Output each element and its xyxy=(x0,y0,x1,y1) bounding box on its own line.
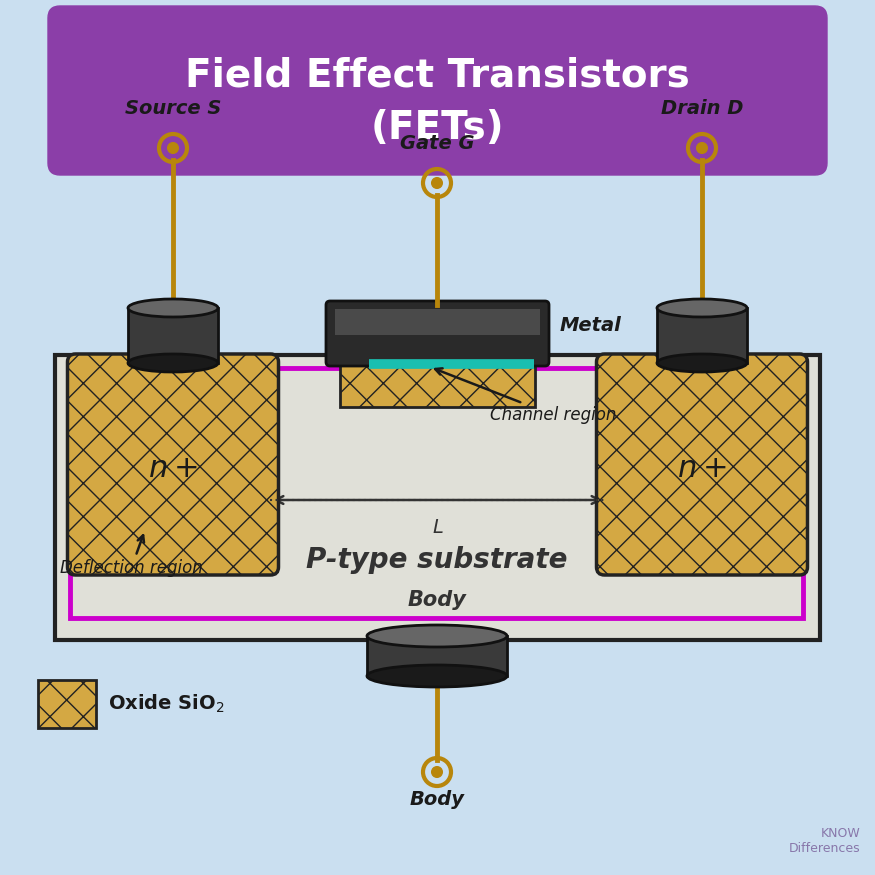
Circle shape xyxy=(696,143,707,153)
Bar xyxy=(335,309,540,334)
Text: P-type substrate: P-type substrate xyxy=(306,546,568,574)
Circle shape xyxy=(431,178,443,188)
Text: Deflection region: Deflection region xyxy=(60,536,203,577)
Ellipse shape xyxy=(367,625,507,647)
Ellipse shape xyxy=(128,354,218,372)
Bar xyxy=(657,308,747,363)
Text: $\mathbf{\mathit{n+}}$: $\mathbf{\mathit{n+}}$ xyxy=(677,453,727,482)
Text: Oxide SiO$_2$: Oxide SiO$_2$ xyxy=(108,693,225,715)
Bar xyxy=(70,368,803,618)
Bar xyxy=(128,308,218,363)
Text: KNOW
Differences: KNOW Differences xyxy=(788,827,860,855)
Text: Body: Body xyxy=(408,590,466,610)
Bar xyxy=(340,362,535,407)
FancyBboxPatch shape xyxy=(597,354,808,575)
Text: Metal: Metal xyxy=(560,316,622,334)
Bar xyxy=(38,680,96,728)
Text: Gate G: Gate G xyxy=(400,134,474,153)
FancyBboxPatch shape xyxy=(326,301,549,366)
Text: Body: Body xyxy=(410,790,465,809)
Text: $\mathbf{\mathit{n+}}$: $\mathbf{\mathit{n+}}$ xyxy=(148,453,198,482)
Bar xyxy=(55,355,820,640)
FancyBboxPatch shape xyxy=(67,354,278,575)
Ellipse shape xyxy=(657,299,747,317)
FancyBboxPatch shape xyxy=(48,6,827,175)
Text: Drain D: Drain D xyxy=(661,99,743,118)
Text: Source S: Source S xyxy=(125,99,221,118)
Text: L: L xyxy=(432,518,443,537)
Ellipse shape xyxy=(367,665,507,687)
Text: (FETs): (FETs) xyxy=(370,109,504,147)
Bar xyxy=(367,636,507,676)
Circle shape xyxy=(431,766,443,777)
Ellipse shape xyxy=(657,354,747,372)
Circle shape xyxy=(168,143,178,153)
Text: Channel region: Channel region xyxy=(435,368,616,424)
Ellipse shape xyxy=(128,299,218,317)
Text: Field Effect Transistors: Field Effect Transistors xyxy=(185,56,690,94)
